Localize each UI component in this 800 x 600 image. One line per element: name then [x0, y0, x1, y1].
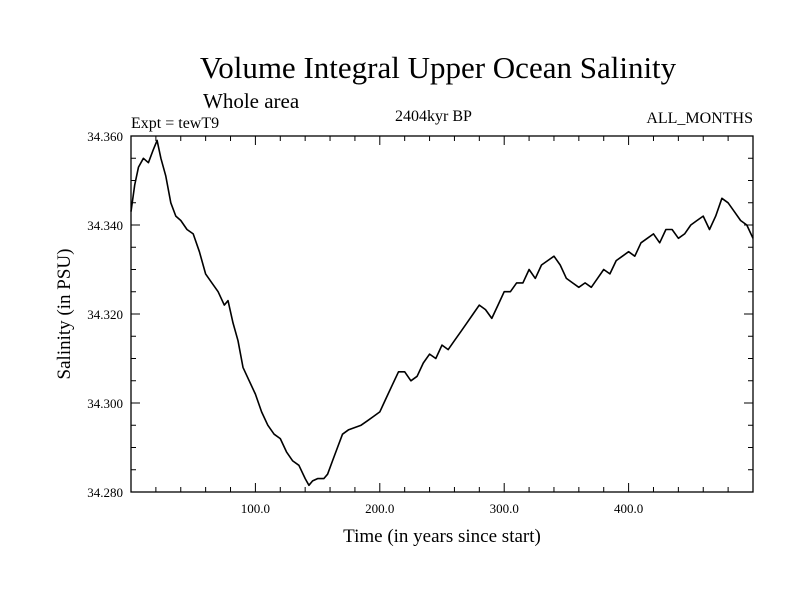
- x-tick-label: 400.0: [614, 501, 643, 516]
- x-axis-ticks: 100.0 200.0 300.0 400.0: [155, 136, 729, 516]
- y-tick-label: 34.360: [87, 129, 123, 144]
- x-tick-label: 100.0: [241, 501, 270, 516]
- x-tick-label: 300.0: [490, 501, 519, 516]
- y-axis-label: Salinity (in PSU): [54, 249, 75, 380]
- chart-subtitle: Whole area: [203, 89, 300, 113]
- y-tick-label: 34.300: [87, 396, 123, 411]
- plot-frame: [130, 135, 754, 493]
- y-axis-ticks: 34.280 34.300 34.320 34.340 34.360: [87, 129, 753, 500]
- period-label: 2404kyr BP: [395, 108, 472, 125]
- y-tick-label: 34.320: [87, 307, 123, 322]
- chart-title: Volume Integral Upper Ocean Salinity: [200, 50, 677, 85]
- series-line-salinity: [130, 139, 754, 487]
- y-tick-label: 34.280: [87, 485, 123, 500]
- series-layer: [130, 139, 754, 487]
- experiment-label: Expt = tewT9: [131, 115, 219, 132]
- months-label: ALL_MONTHS: [646, 110, 753, 127]
- y-tick-label: 34.340: [87, 218, 123, 233]
- x-axis-label: Time (in years since start): [343, 526, 541, 547]
- x-tick-label: 200.0: [365, 501, 394, 516]
